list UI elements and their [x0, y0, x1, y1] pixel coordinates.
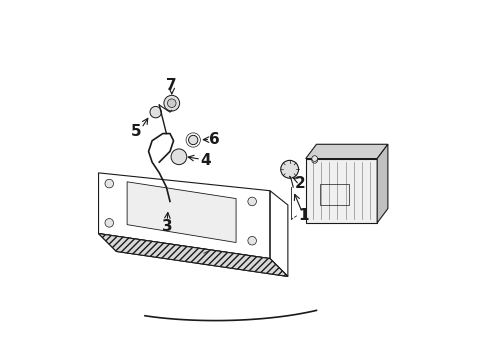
Bar — [320, 184, 348, 205]
Polygon shape — [306, 144, 388, 158]
Text: 4: 4 — [200, 153, 211, 168]
Polygon shape — [377, 144, 388, 223]
Circle shape — [312, 157, 318, 163]
Circle shape — [189, 135, 198, 145]
Text: 2: 2 — [295, 176, 306, 191]
Circle shape — [168, 99, 176, 108]
Polygon shape — [127, 182, 236, 243]
Text: 5: 5 — [131, 123, 141, 139]
Circle shape — [312, 156, 318, 161]
Circle shape — [150, 107, 161, 118]
Polygon shape — [306, 158, 377, 223]
Circle shape — [171, 149, 187, 165]
Circle shape — [164, 95, 180, 111]
Text: 3: 3 — [162, 219, 172, 234]
Circle shape — [105, 219, 114, 227]
Text: 1: 1 — [299, 208, 309, 223]
Text: 7: 7 — [167, 78, 177, 93]
Polygon shape — [98, 234, 288, 276]
Polygon shape — [98, 234, 288, 276]
Circle shape — [248, 197, 256, 206]
Text: 6: 6 — [209, 132, 220, 147]
Circle shape — [281, 160, 298, 178]
Circle shape — [105, 179, 114, 188]
Circle shape — [248, 237, 256, 245]
